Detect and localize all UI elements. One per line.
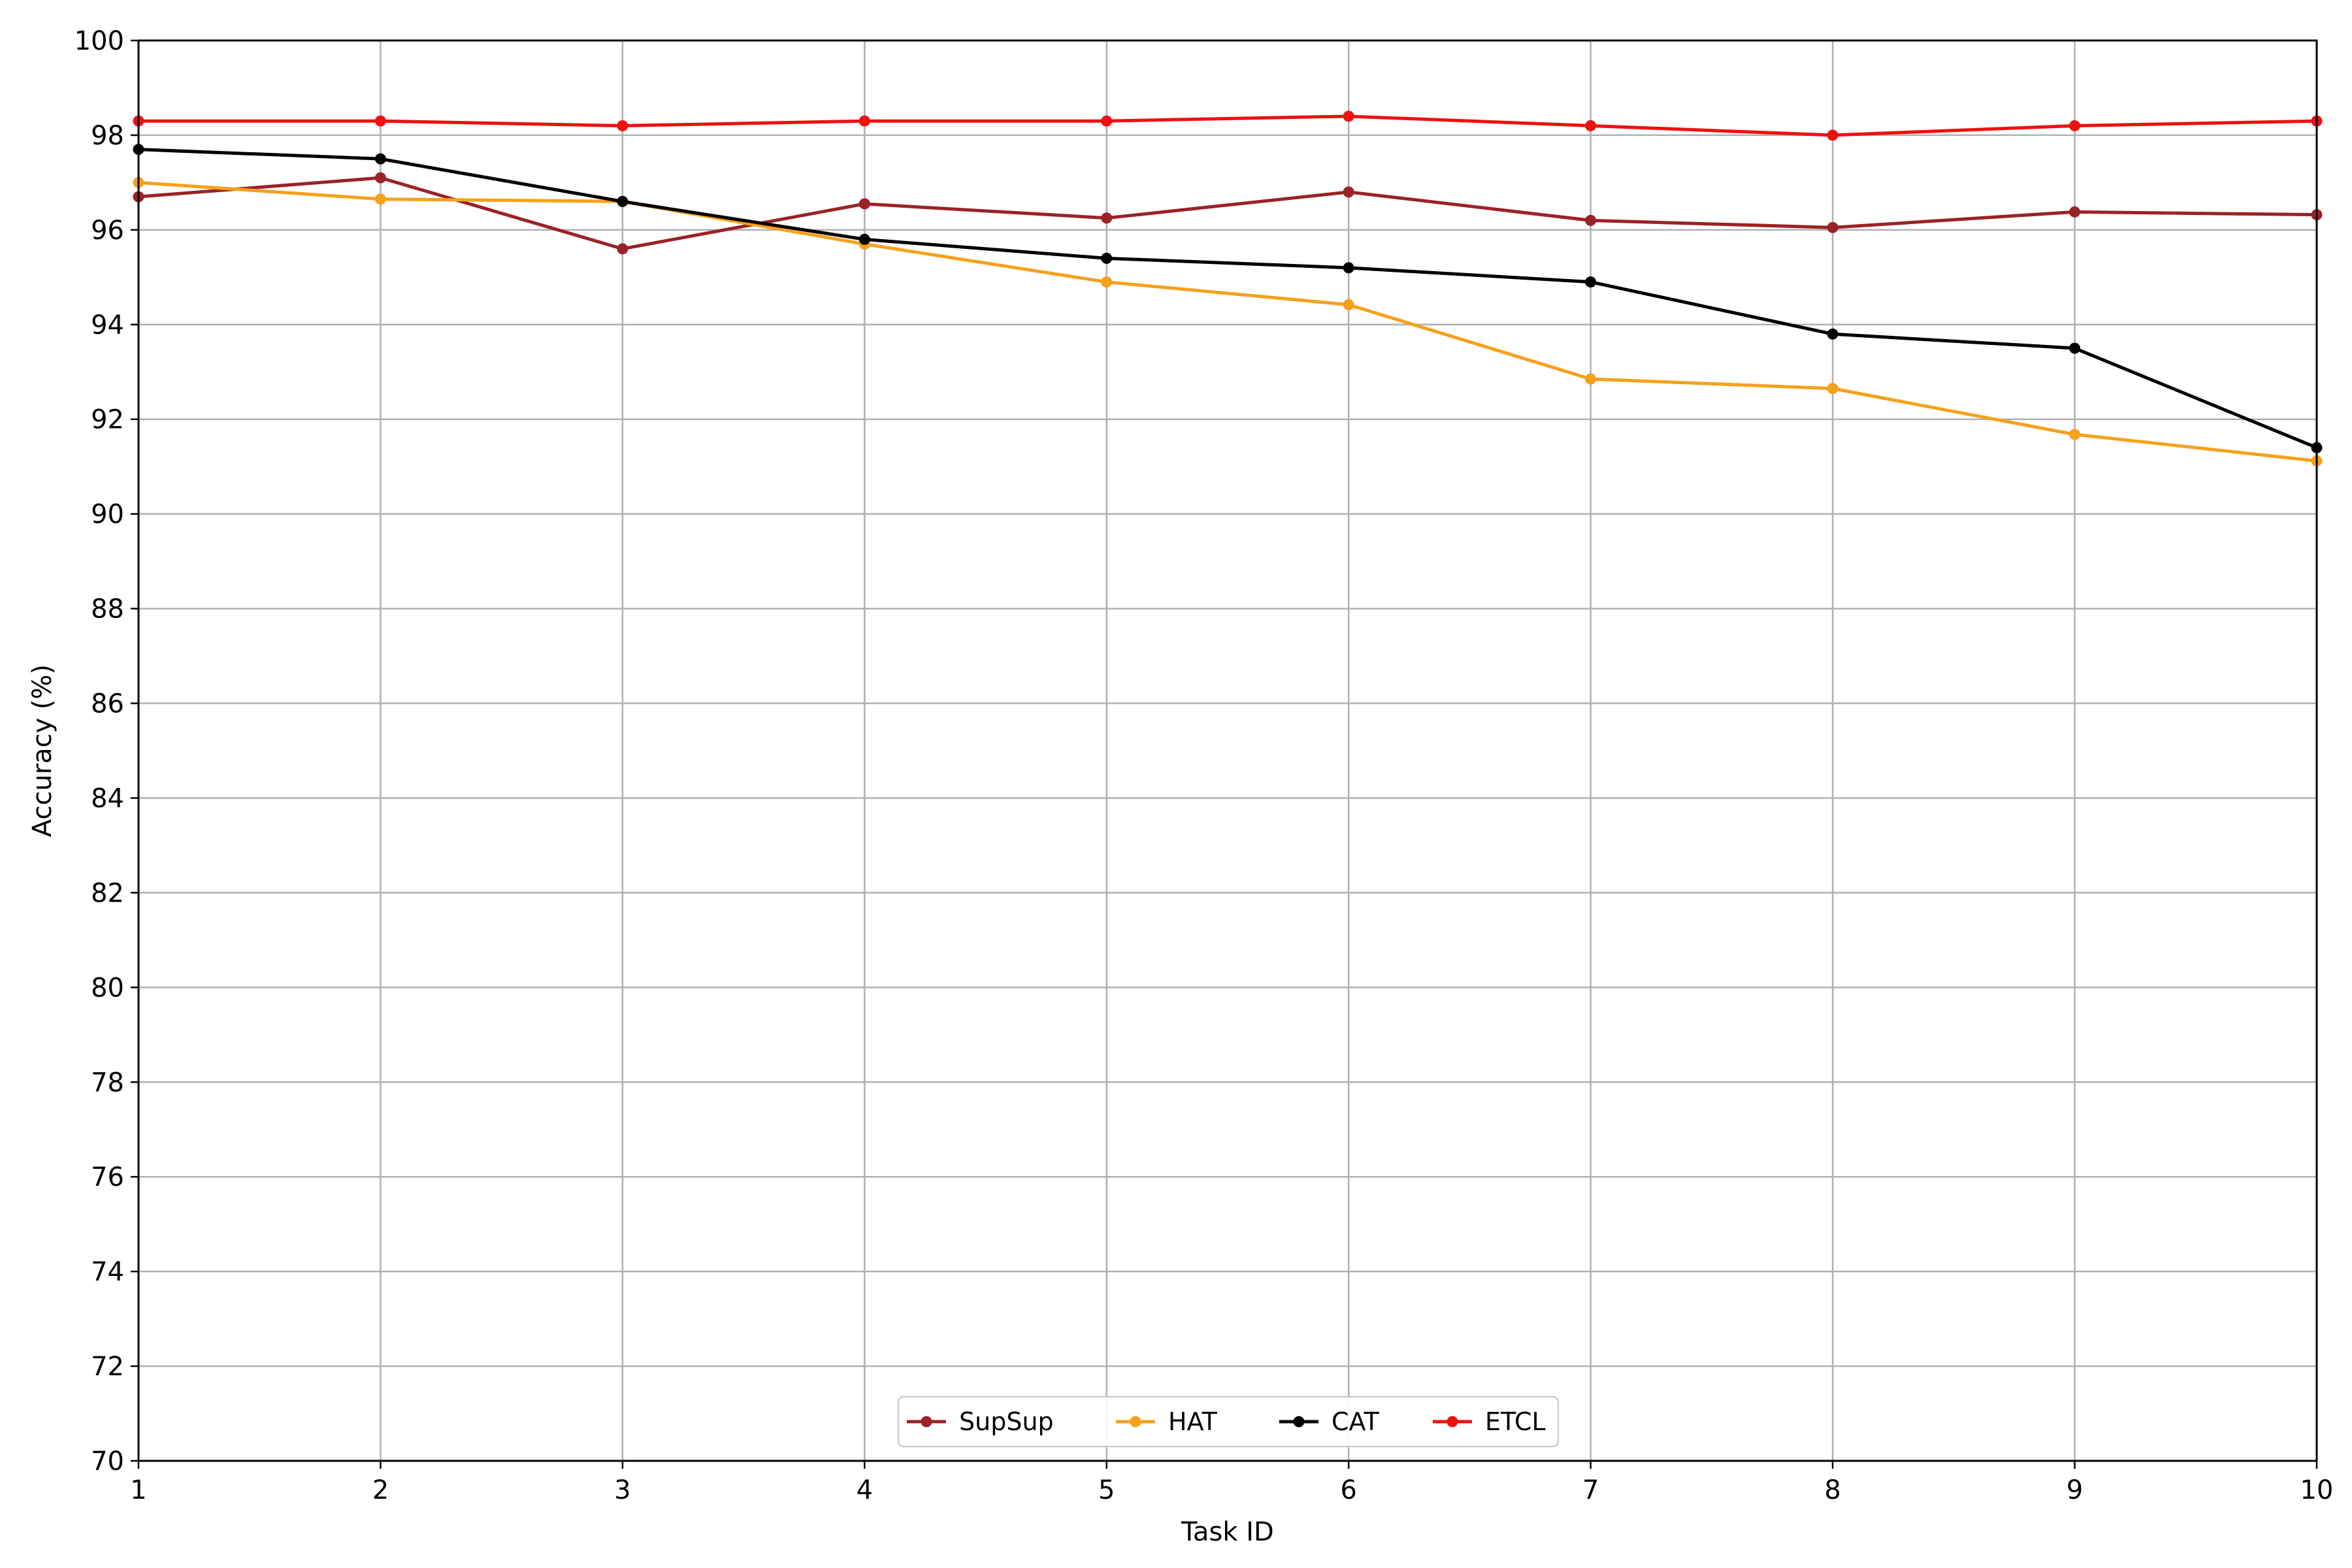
x-axis-label: Task ID xyxy=(1181,1517,1274,1547)
x-tick-label: 7 xyxy=(1582,1475,1599,1505)
x-tick-label: 3 xyxy=(614,1475,630,1505)
series-cat xyxy=(133,144,2323,453)
y-tick-label: 98 xyxy=(91,121,124,151)
data-point-cat xyxy=(1101,252,1113,264)
legend-label: ETCL xyxy=(1485,1407,1546,1436)
data-point-supsup xyxy=(374,172,386,184)
legend-entry-hat: HAT xyxy=(1116,1407,1218,1436)
legend-label: HAT xyxy=(1168,1407,1218,1436)
data-point-etcl xyxy=(2069,120,2081,131)
y-axis-label: Accuracy (%) xyxy=(27,664,57,838)
series-line-hat xyxy=(138,180,2317,463)
y-tick-label: 88 xyxy=(91,595,124,625)
y-tick-label: 100 xyxy=(74,26,124,56)
y-tick-label: 80 xyxy=(91,973,124,1003)
y-tick-label: 76 xyxy=(91,1162,124,1192)
legend-box xyxy=(897,1396,1560,1448)
data-point-cat xyxy=(2069,342,2081,354)
data-point-supsup xyxy=(2069,206,2081,218)
data-point-hat xyxy=(374,193,386,205)
data-point-etcl xyxy=(1585,120,1597,131)
legend-marker xyxy=(1130,1416,1141,1428)
y-tick-label: 70 xyxy=(91,1446,124,1477)
data-point-hat xyxy=(1101,276,1113,288)
x-tick-label: 2 xyxy=(372,1475,389,1505)
data-point-supsup xyxy=(617,243,629,255)
data-point-hat xyxy=(2069,429,2081,440)
series-line-supsup xyxy=(138,176,2317,251)
series-line-cat xyxy=(138,148,2317,449)
series-supsup xyxy=(133,172,2323,255)
y-tick-label: 72 xyxy=(91,1352,124,1382)
x-tick-label: 6 xyxy=(1340,1475,1356,1505)
y-tick-label: 82 xyxy=(91,878,124,908)
data-point-etcl xyxy=(374,115,386,127)
x-tick-label: 8 xyxy=(1824,1475,1840,1505)
plot-frame xyxy=(137,39,2318,1462)
legend-entry-supsup: SupSup xyxy=(907,1407,1054,1436)
series-line-etcl xyxy=(139,114,2317,137)
x-tick-label: 5 xyxy=(1098,1475,1115,1505)
y-tick-label: 74 xyxy=(91,1257,124,1287)
y-tick-label: 94 xyxy=(91,310,124,340)
series-etcl xyxy=(133,110,2323,141)
data-point-etcl xyxy=(1343,110,1354,122)
data-point-supsup xyxy=(858,198,870,210)
data-point-supsup xyxy=(1101,212,1113,224)
y-tick-label: 96 xyxy=(91,216,124,246)
grid-lines xyxy=(137,39,2318,1462)
legend: SupSup HAT CAT ETCL xyxy=(897,1396,1560,1448)
y-tick-label: 92 xyxy=(91,405,124,435)
data-point-cat xyxy=(1827,328,1838,340)
data-point-hat xyxy=(1827,383,1838,395)
y-tick-label: 90 xyxy=(91,500,124,530)
legend-label: SupSup xyxy=(959,1407,1054,1436)
legend-label: CAT xyxy=(1331,1407,1380,1436)
data-point-supsup xyxy=(1827,221,1838,233)
data-point-etcl xyxy=(1827,129,1838,141)
y-tick-label: 86 xyxy=(91,689,124,719)
y-tick-label: 78 xyxy=(91,1068,124,1098)
x-tick-label: 4 xyxy=(857,1475,873,1505)
legend-entry-cat: CAT xyxy=(1279,1407,1380,1436)
axis-ticks: 1 2 3 4 5 6 7 8 9 1070727476788082848688909294969… xyxy=(74,26,2334,1505)
legend-marker xyxy=(1446,1416,1458,1428)
data-point-cat xyxy=(1343,262,1354,274)
data-point-etcl xyxy=(858,115,870,127)
data-point-supsup xyxy=(1585,214,1597,226)
x-tick-label: 10 xyxy=(2300,1475,2334,1505)
x-tick-label: 9 xyxy=(2066,1475,2083,1505)
data-point-cat xyxy=(1585,276,1597,288)
data-point-etcl xyxy=(617,120,629,131)
legend-marker xyxy=(921,1416,932,1428)
legend-marker xyxy=(1293,1416,1305,1428)
data-point-hat xyxy=(1343,299,1354,310)
data-point-hat xyxy=(1585,373,1597,385)
y-tick-label: 84 xyxy=(91,783,124,813)
legend-entry-etcl: ETCL xyxy=(1433,1407,1546,1436)
data-point-cat xyxy=(374,153,386,165)
data-point-supsup xyxy=(1343,186,1354,198)
x-tick-label: 1 xyxy=(130,1475,146,1505)
data-point-etcl xyxy=(1101,115,1113,127)
data-point-cat xyxy=(858,233,870,245)
series-layer xyxy=(133,110,2323,467)
data-point-cat xyxy=(617,195,629,207)
